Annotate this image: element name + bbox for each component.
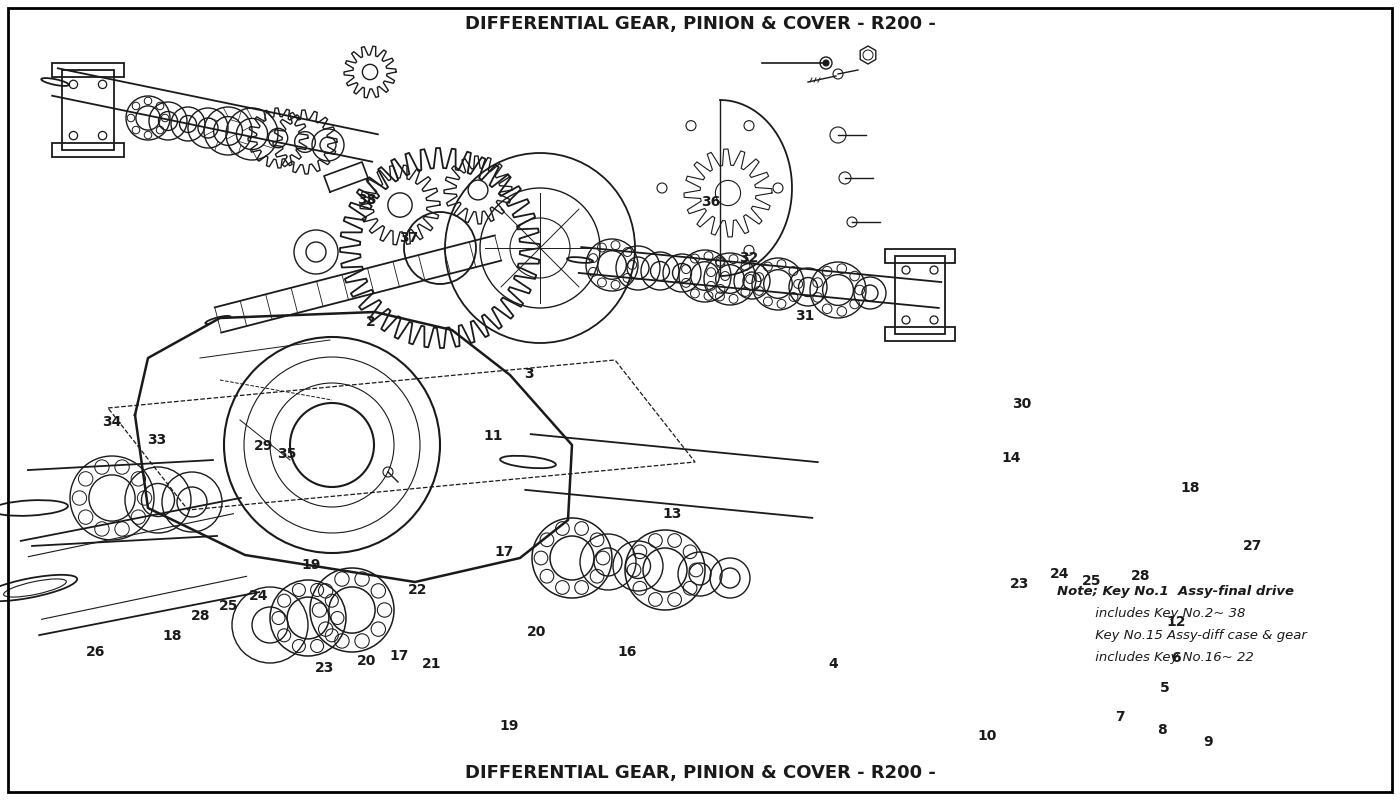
Text: 3: 3 — [525, 367, 533, 382]
Text: 11: 11 — [483, 429, 503, 443]
Text: 28: 28 — [1131, 569, 1151, 583]
Text: includes Key No.2~ 38: includes Key No.2~ 38 — [1057, 607, 1246, 621]
Text: 25: 25 — [1082, 574, 1102, 588]
Text: 21: 21 — [421, 657, 441, 671]
Polygon shape — [323, 162, 368, 192]
Text: 12: 12 — [1166, 615, 1186, 630]
Text: 36: 36 — [701, 194, 721, 209]
Text: 9: 9 — [1204, 735, 1212, 750]
Bar — [52, 63, 125, 78]
Text: 29: 29 — [253, 439, 273, 454]
Bar — [62, 70, 113, 150]
Text: 31: 31 — [795, 309, 815, 323]
Text: 20: 20 — [526, 625, 546, 639]
Text: 18: 18 — [1180, 481, 1200, 495]
Text: 7: 7 — [1116, 710, 1124, 724]
Text: 26: 26 — [85, 645, 105, 659]
Bar — [52, 143, 125, 157]
Text: 4: 4 — [829, 657, 837, 671]
Text: 13: 13 — [662, 506, 682, 521]
Text: DIFFERENTIAL GEAR, PINION & COVER - R200 -: DIFFERENTIAL GEAR, PINION & COVER - R200… — [465, 764, 935, 782]
Text: 38: 38 — [357, 193, 377, 207]
Text: includes Key No.16~ 22: includes Key No.16~ 22 — [1057, 651, 1254, 665]
Text: 14: 14 — [1001, 450, 1021, 465]
Text: Key No.15 Assy-diff case & gear: Key No.15 Assy-diff case & gear — [1057, 630, 1306, 642]
Polygon shape — [134, 312, 573, 582]
Text: 30: 30 — [1012, 397, 1032, 411]
Text: 28: 28 — [190, 609, 210, 623]
Text: 37: 37 — [399, 231, 419, 246]
Text: 18: 18 — [162, 629, 182, 643]
Text: 34: 34 — [102, 415, 122, 430]
Text: 20: 20 — [357, 654, 377, 668]
Text: 19: 19 — [301, 558, 321, 572]
Text: 8: 8 — [1158, 722, 1166, 737]
Text: 5: 5 — [1161, 681, 1169, 695]
Text: 23: 23 — [1009, 577, 1029, 591]
Text: 24: 24 — [249, 589, 269, 603]
Bar — [885, 327, 955, 341]
Text: 35: 35 — [277, 447, 297, 462]
Text: 27: 27 — [1243, 538, 1263, 553]
Bar — [885, 249, 955, 263]
Bar — [895, 256, 945, 334]
Text: 32: 32 — [739, 251, 759, 266]
Text: 22: 22 — [407, 583, 427, 598]
Text: 16: 16 — [617, 645, 637, 659]
Text: 23: 23 — [315, 661, 335, 675]
Circle shape — [823, 60, 829, 66]
Text: 19: 19 — [500, 719, 519, 734]
Text: 2: 2 — [367, 314, 375, 329]
Text: DIFFERENTIAL GEAR, PINION & COVER - R200 -: DIFFERENTIAL GEAR, PINION & COVER - R200… — [465, 15, 935, 33]
Text: Note; Key No.1  Assy-final drive: Note; Key No.1 Assy-final drive — [1057, 586, 1294, 598]
Text: 17: 17 — [494, 545, 514, 559]
Text: 25: 25 — [218, 599, 238, 614]
Text: 33: 33 — [147, 433, 167, 447]
Text: 10: 10 — [977, 729, 997, 743]
Text: 6: 6 — [1172, 650, 1180, 665]
Text: 24: 24 — [1050, 567, 1070, 582]
Text: 17: 17 — [389, 649, 409, 663]
